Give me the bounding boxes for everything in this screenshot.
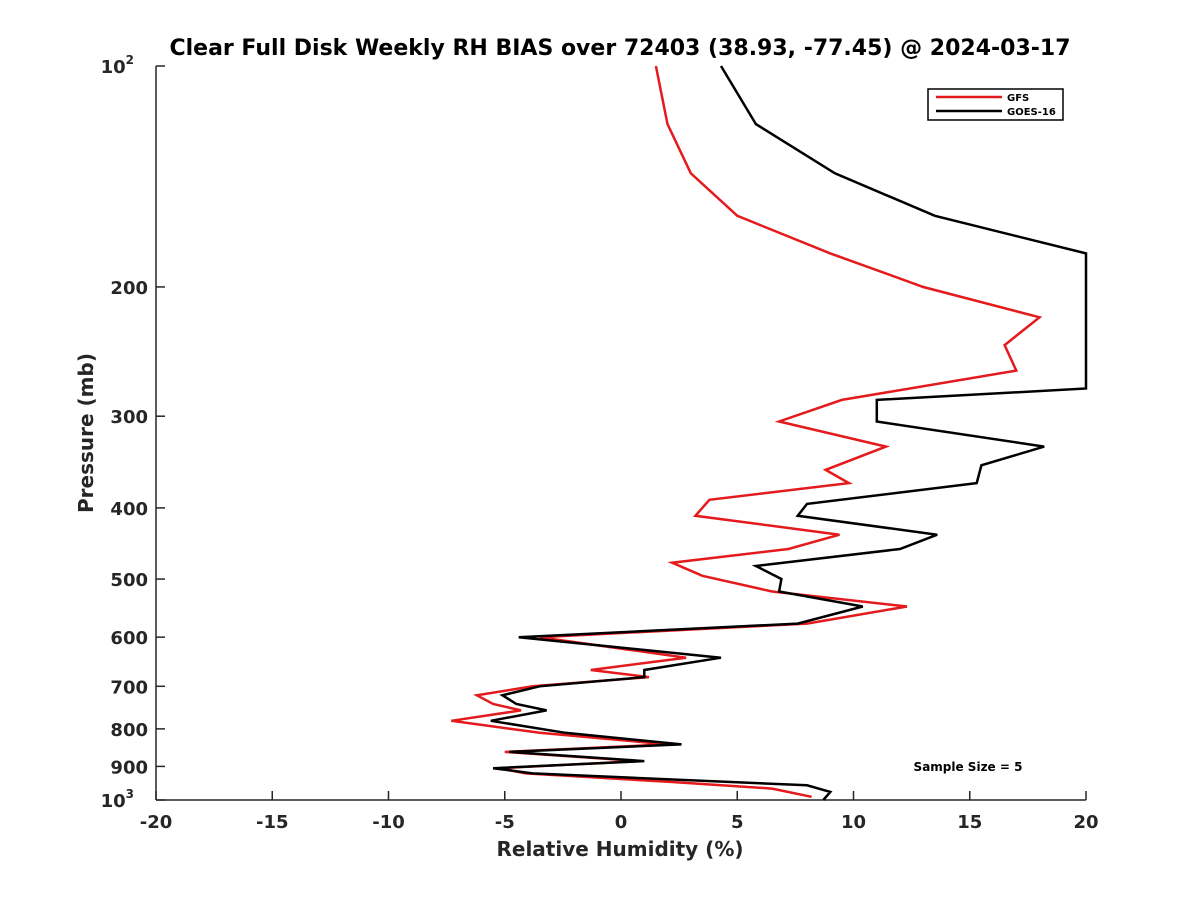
y-tick-label: 103 xyxy=(101,787,134,812)
y-axis-ticks: 102 200 300 400 500 600 700 800 900 103 xyxy=(101,53,165,812)
y-tick-label: 400 xyxy=(110,499,148,520)
legend: GFS GOES-16 xyxy=(927,88,1064,121)
x-axis-ticks: -20 -15 -10 -5 0 5 10 15 20 xyxy=(140,791,1099,833)
y-tick-label: 300 xyxy=(110,407,148,428)
y-axis-label: Pressure (mb) xyxy=(74,353,98,513)
legend-box xyxy=(927,88,1064,121)
y-tick-label: 102 xyxy=(101,53,134,78)
x-axis-label: Relative Humidity (%) xyxy=(496,837,743,861)
x-tick-label: 20 xyxy=(1073,812,1098,833)
sample-size-annotation: Sample Size = 5 xyxy=(914,760,1023,774)
series-line-goes16 xyxy=(490,65,1088,801)
chart-title: Clear Full Disk Weekly RH BIAS over 7240… xyxy=(169,36,1070,61)
x-tick-label: -20 xyxy=(140,812,173,833)
y-tick-label: 800 xyxy=(110,720,148,741)
x-tick-label: 0 xyxy=(615,812,628,833)
axes xyxy=(155,66,1086,801)
y-tick-label: 900 xyxy=(110,757,148,778)
x-tick-label: -5 xyxy=(495,812,515,833)
legend-label-goes16: GOES-16 xyxy=(1007,107,1056,118)
y-tick-label: 200 xyxy=(110,278,148,299)
legend-label-gfs: GFS xyxy=(1007,93,1029,104)
x-tick-label: 15 xyxy=(957,812,982,833)
x-tick-label: 10 xyxy=(841,812,866,833)
y-tick-label: 600 xyxy=(110,628,148,649)
series-layer xyxy=(451,65,1088,801)
x-tick-label: -15 xyxy=(256,812,289,833)
x-tick-label: 5 xyxy=(731,812,744,833)
y-tick-label: 700 xyxy=(110,677,148,698)
x-tick-label: -10 xyxy=(372,812,405,833)
y-tick-label: 500 xyxy=(110,570,148,591)
